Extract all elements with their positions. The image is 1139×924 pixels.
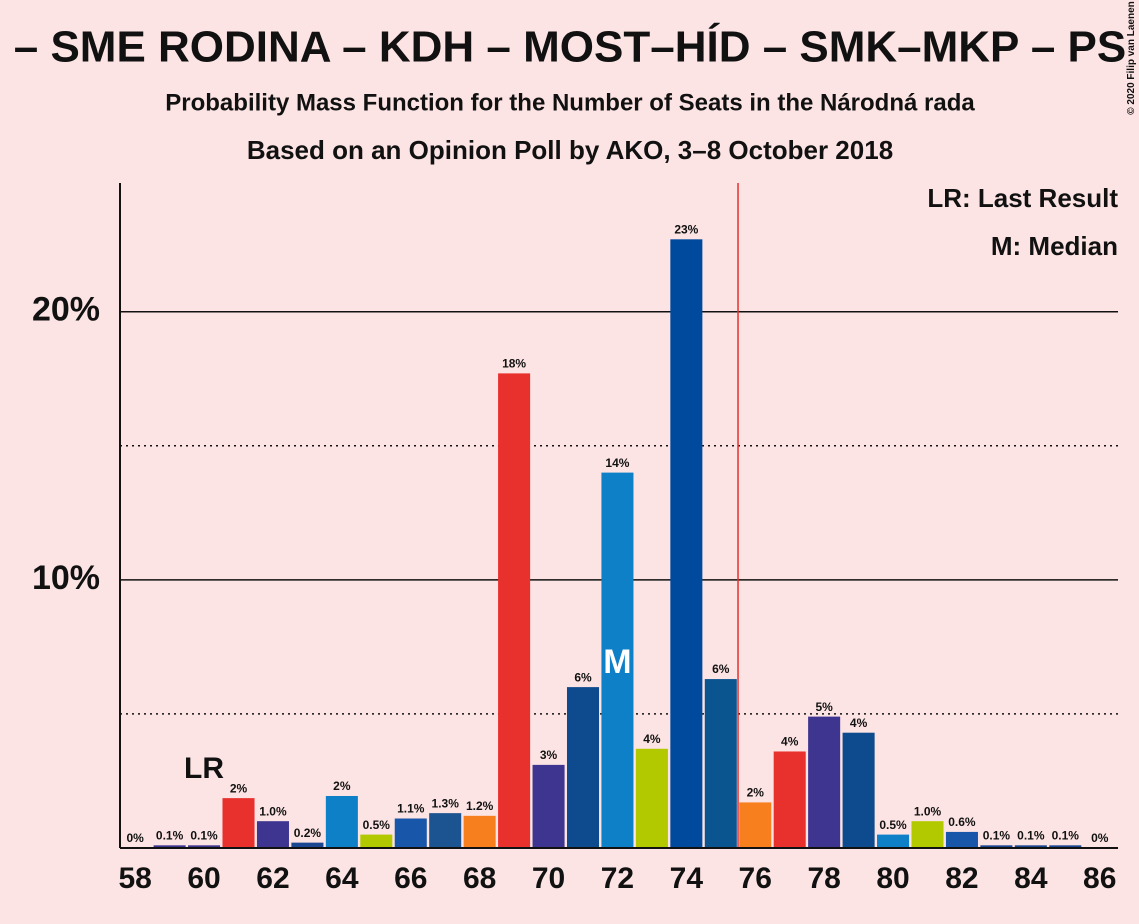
x-tick-label: 86 (1083, 862, 1116, 895)
bar (773, 751, 806, 848)
bar (635, 748, 668, 848)
bar (1049, 845, 1082, 848)
bar (256, 821, 289, 848)
x-tick-label: 60 (187, 862, 220, 895)
chart-title: – SME RODINA – KDH – MOST–HÍD – SMK–MKP … (14, 22, 1126, 72)
bar (463, 815, 496, 848)
bar (291, 842, 324, 848)
bar (360, 834, 393, 848)
subtitle: Based on an Opinion Poll by AKO, 3–8 Oct… (247, 135, 893, 165)
value-label: 1.1% (397, 802, 425, 816)
bar (566, 687, 600, 848)
value-label: 0.5% (363, 818, 391, 832)
median-marker: M (603, 643, 631, 681)
value-label: 2% (333, 779, 351, 793)
bar (222, 798, 255, 848)
x-tick-label: 80 (876, 862, 909, 895)
bar (945, 831, 978, 848)
x-tick-label: 58 (118, 862, 151, 895)
x-tick-label: 74 (670, 862, 704, 895)
value-label: 0.1% (190, 828, 218, 842)
x-tick-label: 76 (739, 862, 772, 895)
value-label: 23% (674, 222, 698, 236)
subtitle: Probability Mass Function for the Number… (165, 89, 975, 116)
bar (704, 679, 737, 848)
bar (877, 834, 910, 848)
value-label: 1.0% (914, 804, 942, 818)
value-label: 2% (230, 781, 248, 795)
bar (808, 716, 841, 848)
bar (153, 845, 186, 848)
value-label: 1.0% (259, 804, 287, 818)
bar (911, 821, 944, 848)
y-tick-label: 20% (32, 291, 100, 329)
legend-entry: LR: Last Result (927, 183, 1118, 213)
x-tick-label: 82 (945, 862, 978, 895)
value-label: 5% (815, 700, 833, 714)
value-label: 4% (643, 732, 661, 746)
value-label: 0.1% (1017, 828, 1045, 842)
x-tick-label: 64 (325, 862, 359, 895)
bar (498, 373, 531, 848)
value-label: 14% (605, 456, 629, 470)
x-tick-label: 66 (394, 862, 427, 895)
bar (1014, 845, 1047, 848)
value-label: 0.1% (983, 828, 1011, 842)
value-label: 1.3% (432, 796, 460, 810)
x-tick-label: 62 (256, 862, 289, 895)
x-tick-label: 68 (463, 862, 496, 895)
y-tick-label: 10% (32, 559, 100, 597)
x-tick-label: 78 (807, 862, 840, 895)
bar (980, 845, 1013, 848)
x-tick-label: 84 (1014, 862, 1048, 895)
bar (429, 813, 462, 848)
bar (532, 764, 565, 848)
x-tick-label: 70 (532, 862, 565, 895)
value-label: 3% (540, 748, 558, 762)
bar (670, 239, 703, 848)
value-label: 18% (502, 357, 526, 371)
copyright: © 2020 Filip van Laenen (1126, 1, 1137, 115)
bar (842, 732, 875, 848)
value-label: 2% (747, 786, 765, 800)
bar (325, 795, 358, 848)
value-label: 0.5% (879, 818, 907, 832)
value-label: 6% (712, 662, 730, 676)
bar (739, 802, 772, 848)
value-label: 0.2% (294, 826, 322, 840)
bar (601, 472, 634, 848)
value-label: 0% (126, 831, 144, 845)
value-label: 0.6% (948, 815, 976, 829)
value-label: 0.1% (156, 828, 184, 842)
bar (394, 818, 427, 848)
legend-entry: M: Median (991, 231, 1118, 261)
value-label: 4% (781, 735, 799, 749)
value-label: 0% (1091, 831, 1109, 845)
value-label: 0.1% (1052, 828, 1080, 842)
value-label: 4% (850, 716, 868, 730)
x-tick-label: 72 (601, 862, 634, 895)
value-label: 6% (574, 670, 592, 684)
bar (188, 845, 221, 848)
value-label: 1.2% (466, 799, 494, 813)
last-result-marker: LR (184, 752, 224, 785)
